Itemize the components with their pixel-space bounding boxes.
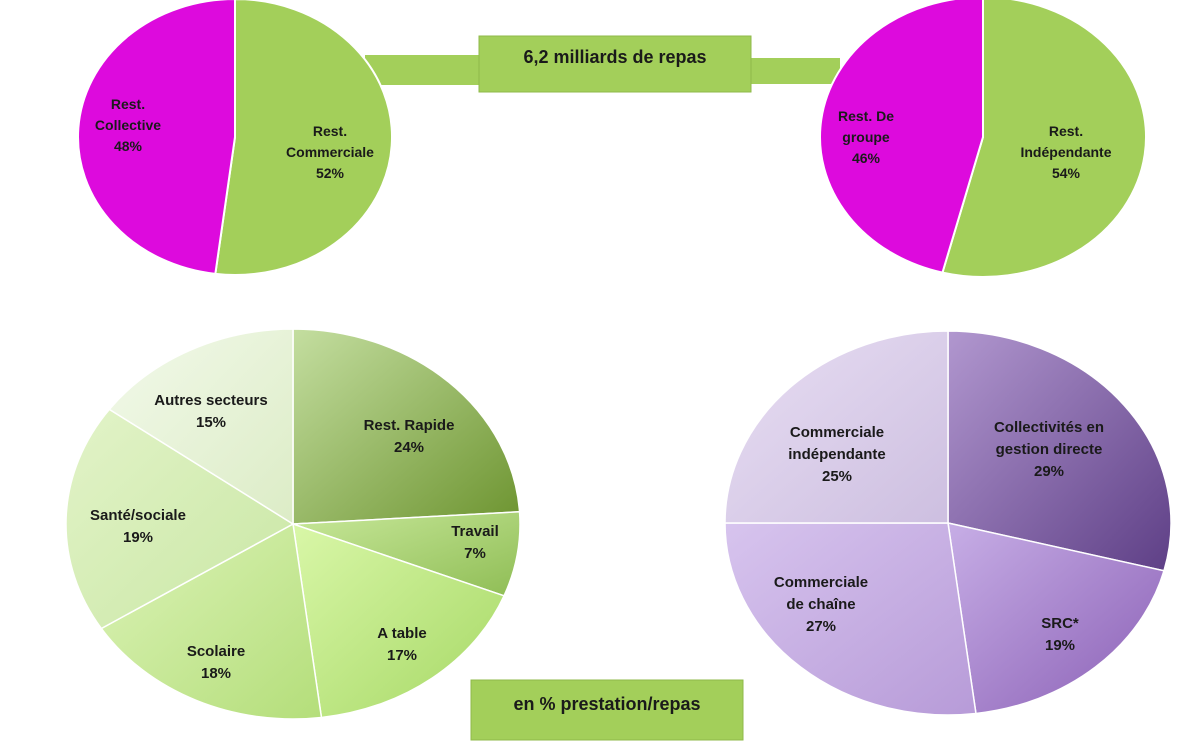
pie-label-bottom-left-5: Autres secteurs 15% (154, 392, 267, 431)
pie-label-line: Rest. (1049, 123, 1083, 139)
pie-label-line: Rest. Rapide (364, 417, 455, 434)
pie-top-right: Rest. Indépendante 54% Rest. De groupe 46% (819, 0, 1148, 278)
pie-label-line: Autres secteurs (154, 392, 267, 409)
pie-label-line: Indépendante (1020, 144, 1111, 160)
pie-slice-top-left-1 (77, 0, 236, 276)
footer-box-text: en % prestation/repas (513, 694, 700, 714)
pie-label-percent: 46% (852, 150, 881, 166)
pie-label-top-left-0: Rest. Commerciale 52% (286, 123, 374, 181)
pie-label-percent: 15% (196, 414, 226, 431)
pie-label-line: A table (377, 625, 426, 642)
connector-bar-right (748, 58, 840, 84)
pie-label-line: gestion directe (996, 441, 1103, 458)
pie-bottom-right: Collectivités en gestion directe 29% SRC* 19… (724, 330, 1172, 716)
pie-label-line: Scolaire (187, 643, 245, 660)
pie-label-percent: 52% (316, 165, 345, 181)
pie-slice-bottom-left-0 (292, 328, 521, 525)
pie-label-line: Rest. De (838, 108, 894, 124)
pie-slice-top-left-0 (214, 0, 394, 276)
footer-box-bg (470, 679, 744, 741)
pie-label-percent: 24% (394, 439, 424, 456)
pie-label-top-right-0: Rest. Indépendante 54% (1020, 123, 1111, 181)
pie-label-percent: 54% (1052, 165, 1081, 181)
pie-label-percent: 27% (806, 618, 836, 635)
pie-label-bottom-right-1: SRC* 19% (1041, 615, 1079, 654)
pie-label-bottom-right-3: Commerciale indépendante 25% (788, 424, 886, 485)
connector-bar-left (365, 55, 485, 85)
footer-box: en % prestation/repas (470, 679, 744, 741)
pie-label-percent: 7% (464, 545, 486, 562)
pie-bottom-left: Rest. Rapide 24% Travail 7% A table 17% Scolai… (65, 328, 521, 720)
pie-label-top-right-1: Rest. De groupe 46% (838, 108, 894, 166)
pie-label-percent: 17% (387, 647, 417, 664)
pie-label-bottom-left-4: Santé/sociale 19% (90, 507, 186, 546)
pie-label-line: Travail (451, 523, 499, 540)
pie-label-bottom-left-1: Travail 7% (451, 523, 499, 562)
pie-label-line: SRC* (1041, 615, 1079, 632)
pie-label-line: Commerciale (774, 574, 868, 591)
pie-label-percent: 19% (123, 529, 153, 546)
pie-slice-bottom-right-2 (724, 522, 977, 716)
pie-label-percent: 29% (1034, 463, 1064, 480)
pie-label-line: Collectivités en (994, 419, 1104, 436)
pie-label-bottom-right-2: Commerciale de chaîne 27% (774, 574, 868, 635)
pie-label-bottom-left-2: A table 17% (377, 625, 426, 664)
pie-label-line: de chaîne (786, 596, 855, 613)
pie-slice-bottom-right-1 (947, 522, 1165, 715)
pie-label-line: Rest. (111, 96, 145, 112)
pie-label-line: Commerciale (790, 424, 884, 441)
header-box-bg (478, 35, 752, 93)
pie-label-line: Commerciale (286, 144, 374, 160)
header-box: 6,2 milliards de repas (478, 35, 752, 93)
pie-slice-bottom-left-4 (65, 408, 295, 630)
pies-group: Rest. Commerciale 52%Rest. Collective 48%Res… (65, 0, 1172, 720)
pie-label-line: Rest. (313, 123, 347, 139)
pie-slice-bottom-right-0 (947, 330, 1172, 572)
pie-slice-top-right-0 (941, 0, 1148, 278)
pie-label-line: Santé/sociale (90, 507, 186, 524)
pie-label-top-left-1: Rest. Collective 48% (95, 96, 161, 154)
pie-slice-bottom-left-2 (292, 522, 506, 719)
pie-label-line: indépendante (788, 446, 886, 463)
pie-label-bottom-right-0: Collectivités en gestion directe 29% (994, 419, 1104, 480)
pie-slice-bottom-left-3 (100, 522, 323, 720)
pie-slice-bottom-right-3 (724, 330, 949, 524)
header-box-text: 6,2 milliards de repas (523, 47, 706, 67)
pie-label-percent: 19% (1045, 637, 1075, 654)
pie-label-bottom-left-3: Scolaire 18% (187, 643, 245, 682)
pie-label-line: Collective (95, 117, 161, 133)
pie-label-line: groupe (842, 129, 890, 145)
pie-label-percent: 18% (201, 665, 231, 682)
pie-label-percent: 48% (114, 138, 143, 154)
pie-top-left: Rest. Commerciale 52% Rest. Collective 48% (77, 0, 394, 276)
pie-label-percent: 25% (822, 468, 852, 485)
pie-slice-bottom-left-5 (108, 328, 294, 526)
pie-label-bottom-left-0: Rest. Rapide 24% (364, 417, 455, 456)
pie-slice-top-right-1 (819, 0, 984, 274)
